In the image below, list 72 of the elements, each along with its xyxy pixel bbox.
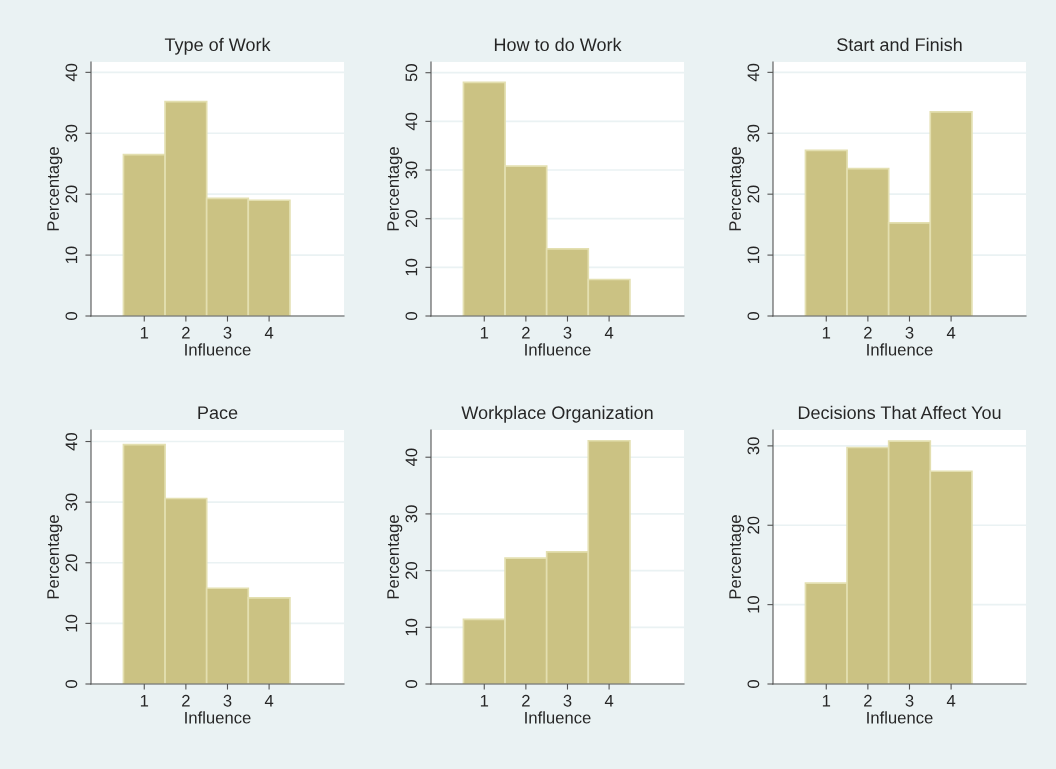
x-tick-label: 2 bbox=[864, 694, 872, 707]
x-tick-label: 3 bbox=[223, 694, 232, 707]
y-tick-label: 40 bbox=[405, 112, 418, 131]
x-tick-label: 1 bbox=[480, 695, 489, 707]
y-tick-label: 20 bbox=[65, 554, 78, 572]
y-tick-label: 30 bbox=[747, 437, 760, 455]
x-tick-label: 3 bbox=[905, 326, 914, 339]
y-axis-title: Percentage bbox=[387, 147, 403, 231]
y-tick-label: 0 bbox=[747, 680, 760, 688]
y-tick-label: 10 bbox=[747, 246, 760, 264]
x-tick-label: 2 bbox=[522, 326, 530, 339]
y-tick-label: 20 bbox=[747, 185, 760, 203]
x-tick-label: 3 bbox=[563, 326, 572, 339]
x-tick-label: 4 bbox=[946, 695, 956, 707]
x-tick-label: 1 bbox=[480, 327, 489, 339]
x-axis-title: Influence bbox=[525, 711, 591, 724]
y-tick-label: 20 bbox=[405, 210, 418, 228]
y-tick-label: 40 bbox=[65, 432, 78, 451]
y-tick-label: 30 bbox=[405, 161, 418, 179]
y-tick-label: 40 bbox=[747, 63, 760, 82]
y-tick-label: 20 bbox=[747, 516, 760, 534]
y-tick-label: 10 bbox=[405, 258, 418, 276]
x-axis-title: Influence bbox=[867, 343, 933, 356]
y-tick-label: 10 bbox=[405, 618, 418, 636]
y-tick-label: 30 bbox=[747, 124, 760, 142]
y-tick-label: 0 bbox=[405, 312, 418, 320]
x-axis-title: Influence bbox=[525, 343, 591, 356]
y-axis-title: Percentage bbox=[47, 147, 63, 231]
y-tick-label: 30 bbox=[65, 493, 78, 511]
chart-title: Type of Work bbox=[164, 37, 271, 55]
x-tick-label: 3 bbox=[905, 694, 914, 707]
x-axis-title: Influence bbox=[185, 343, 251, 356]
x-tick-label: 4 bbox=[264, 695, 274, 707]
y-tick-label: 20 bbox=[405, 561, 418, 580]
y-tick-label: 10 bbox=[65, 614, 78, 632]
chart-title: Pace bbox=[198, 406, 238, 420]
x-tick-label: 2 bbox=[522, 694, 530, 707]
y-tick-label: 40 bbox=[405, 448, 418, 467]
chart-title: Workplace Organization bbox=[461, 405, 653, 423]
y-tick-label: 0 bbox=[65, 680, 78, 688]
x-tick-label: 4 bbox=[946, 327, 956, 339]
y-tick-label: 0 bbox=[747, 312, 760, 320]
x-tick-label: 4 bbox=[604, 695, 614, 707]
x-tick-label: 4 bbox=[604, 327, 614, 339]
y-tick-label: 10 bbox=[65, 246, 78, 264]
y-tick-label: 0 bbox=[405, 680, 418, 688]
y-axis-title: Percentage bbox=[387, 515, 403, 599]
y-tick-label: 30 bbox=[65, 124, 78, 142]
y-axis-title: Percentage bbox=[729, 515, 745, 599]
x-tick-label: 1 bbox=[140, 695, 149, 707]
x-tick-label: 1 bbox=[822, 327, 831, 339]
x-axis-title: Influence bbox=[185, 711, 251, 724]
y-axis-title: Percentage bbox=[729, 147, 745, 231]
x-tick-label: 4 bbox=[264, 327, 274, 339]
y-tick-label: 30 bbox=[405, 505, 418, 523]
x-tick-label: 1 bbox=[822, 695, 831, 707]
y-tick-label: 0 bbox=[65, 312, 78, 320]
chart-title: Start and Finish bbox=[837, 37, 962, 52]
chart-title: How to do Work bbox=[494, 37, 622, 52]
x-axis-title: Influence bbox=[867, 711, 933, 724]
x-tick-label: 2 bbox=[864, 326, 872, 339]
y-tick-label: 20 bbox=[65, 185, 78, 203]
x-tick-label: 2 bbox=[182, 694, 190, 707]
x-tick-label: 2 bbox=[182, 326, 190, 339]
x-tick-label: 3 bbox=[563, 694, 572, 707]
x-tick-label: 3 bbox=[223, 326, 232, 339]
y-tick-label: 40 bbox=[65, 63, 78, 82]
chart-title: Decisions That Affect You bbox=[798, 405, 1001, 420]
y-tick-label: 50 bbox=[405, 64, 418, 82]
y-tick-label: 10 bbox=[747, 596, 760, 613]
x-tick-label: 1 bbox=[140, 327, 149, 339]
y-axis-title: Percentage bbox=[47, 515, 63, 599]
